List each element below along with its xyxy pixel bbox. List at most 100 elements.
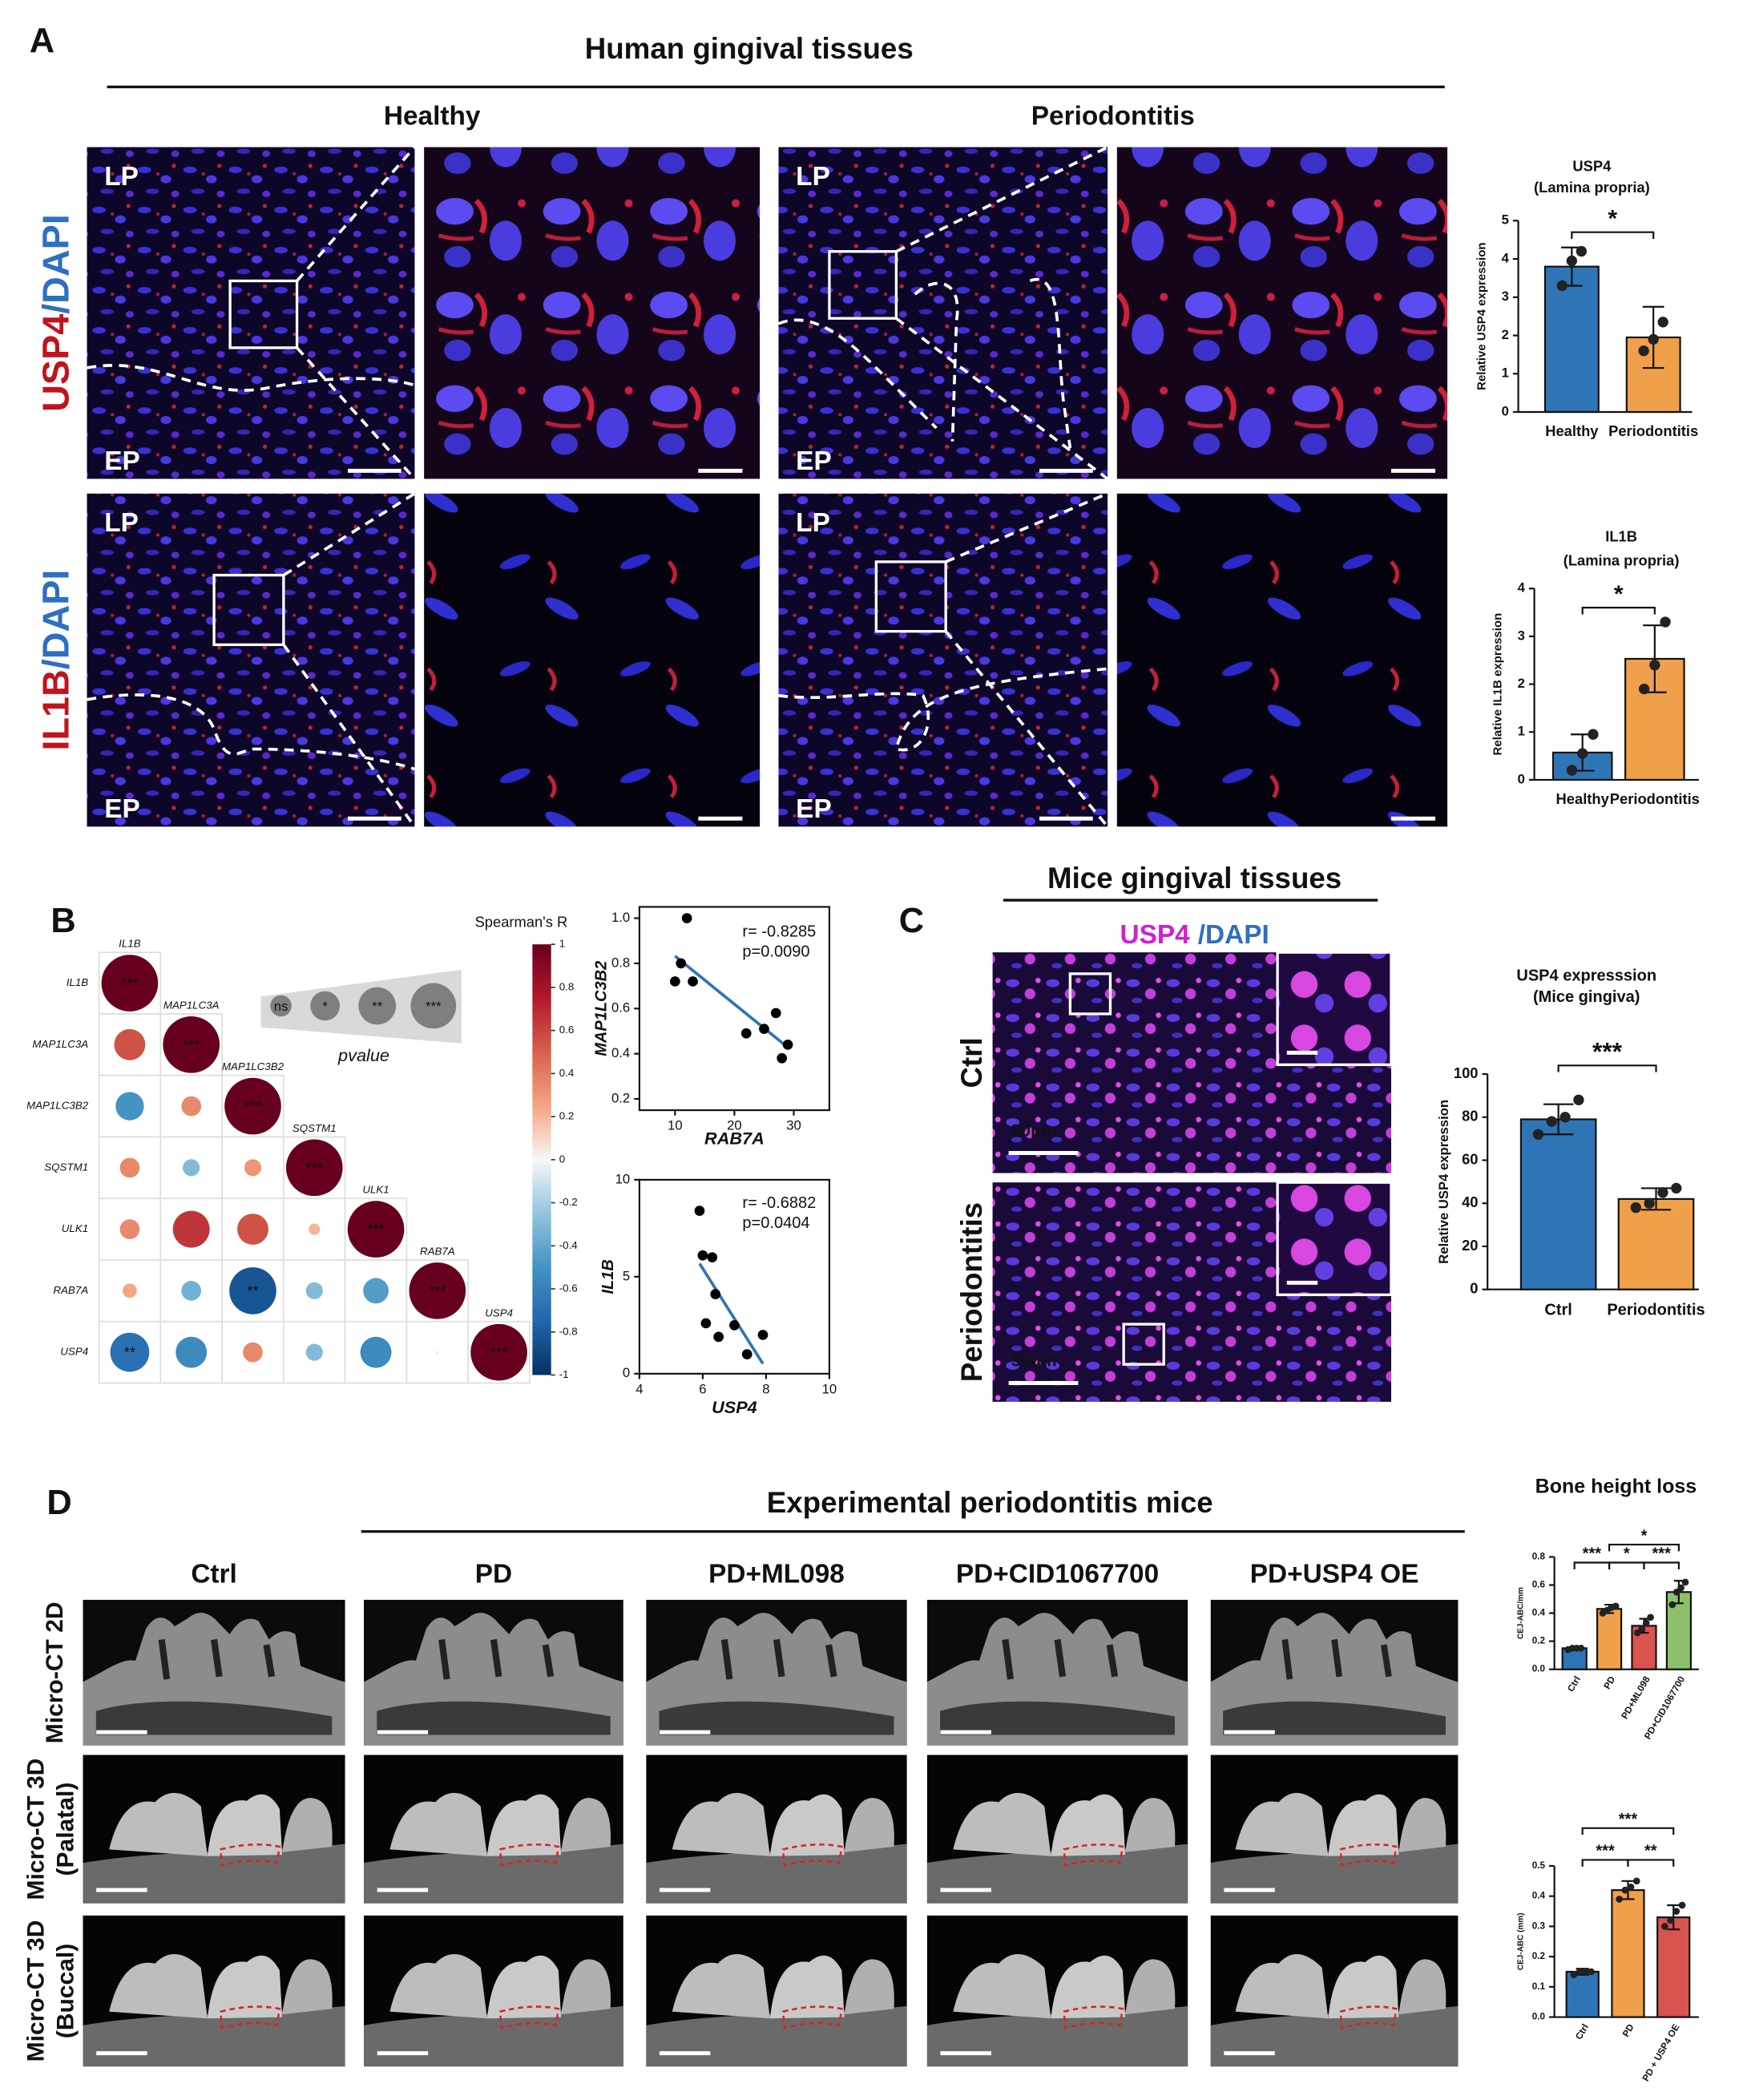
colorbar-tick-label: -0.2: [559, 1196, 578, 1208]
data-point: [729, 1320, 740, 1331]
chart-title: IL1B: [1605, 528, 1637, 545]
micrograph: [424, 147, 761, 479]
y-tick-label: 0: [1470, 1280, 1478, 1297]
data-point: [697, 1250, 708, 1261]
x-tick-label: PD: [1602, 1674, 1617, 1691]
correlation-circle: [115, 1092, 144, 1121]
data-point: [1627, 1884, 1635, 1891]
row-label: IL1B/DAPI: [35, 570, 77, 751]
significance-bracket: [1557, 1064, 1657, 1072]
x-tick-label: 4: [635, 1381, 643, 1396]
x-tick-label: 30: [786, 1118, 801, 1133]
correlation-circle: [360, 1336, 392, 1368]
x-tick-label: PD + USP4 OE: [1640, 2022, 1681, 2083]
micrograph: [424, 493, 761, 827]
data-point: [1576, 1968, 1584, 1976]
pvalue-key: [358, 987, 397, 1025]
cell-stars: ***: [367, 1221, 384, 1238]
correlation-circle: [305, 1282, 323, 1299]
zoom-box: [1122, 1323, 1165, 1366]
data-point: [700, 1318, 712, 1329]
column-title: PD+ML098: [708, 1560, 845, 1589]
data-point: [1671, 1182, 1682, 1194]
cell-stars: **: [247, 1282, 258, 1299]
panel-label: A: [30, 22, 54, 60]
y-tick-label: 0.8: [611, 955, 630, 970]
region-label: EP: [104, 446, 140, 476]
colorbar-tick-label: 0.6: [559, 1024, 575, 1036]
data-point: [688, 976, 698, 987]
colorbar-tick-label: -0.6: [559, 1282, 578, 1294]
data-point: [1616, 1896, 1623, 1903]
data-point: [1638, 683, 1650, 695]
row-label: USP4/DAPI: [35, 214, 77, 412]
pvalue-key-label: *: [322, 999, 328, 1014]
data-point: [1573, 1094, 1584, 1105]
micro-ct-image: [83, 1600, 345, 1746]
correlation-circle: [409, 1262, 466, 1319]
dashed-line: [296, 346, 416, 480]
y-axis-label: Relative IL1B expression: [1491, 613, 1505, 756]
panel-title: Mice gingival tissues: [1047, 862, 1342, 895]
stain-label: USP4: [35, 314, 77, 412]
bar: [1565, 1970, 1600, 2018]
stain-label: IL1B: [35, 669, 77, 750]
data-point: [1667, 1916, 1674, 1924]
counterstain-label: /DAPI: [35, 570, 77, 670]
significance-label: *: [1608, 206, 1617, 232]
significance-bracket: [1581, 607, 1656, 615]
data-point: [1657, 317, 1668, 328]
error-bar: [1640, 1187, 1672, 1211]
correlation-circle: [101, 955, 159, 1012]
data-point: [1638, 1625, 1646, 1633]
error-bar: [1543, 1103, 1574, 1136]
significance-label: *: [1641, 1527, 1648, 1545]
column-label: ULK1: [362, 1184, 389, 1196]
data-point: [681, 913, 692, 923]
correlation-circle: [123, 1283, 137, 1298]
data-point: [757, 1330, 769, 1340]
significance-label: *: [1624, 1545, 1630, 1563]
data-point: [1612, 1602, 1620, 1610]
data-point: [782, 1040, 793, 1050]
bar: [1543, 265, 1600, 414]
row-label: Micro-CT 3D: [23, 1759, 50, 1900]
micrograph: [87, 493, 415, 827]
column-label: IL1B: [119, 938, 141, 950]
y-axis-label: CEJ-ABC/mm: [1517, 1587, 1526, 1639]
data-point: [1638, 345, 1649, 357]
colorbar: [532, 944, 551, 1375]
data-point: [676, 958, 687, 969]
data-point: [694, 1205, 705, 1216]
data-point: [1566, 765, 1578, 776]
column-title: PD+CID1067700: [956, 1560, 1159, 1589]
panel-label: B: [50, 902, 75, 940]
chart-title: USP4 expresssion: [1516, 967, 1656, 984]
row-label: Ctrl: [955, 1037, 988, 1088]
bar: [1617, 1197, 1695, 1290]
y-tick-label: 0: [1502, 403, 1509, 418]
inset: [1276, 1181, 1393, 1297]
panel-title: Human gingival tissues: [585, 32, 914, 65]
cell-stars: ***: [490, 1344, 507, 1361]
bar: [1656, 1916, 1691, 2018]
y-tick-label: 0.0: [1532, 1664, 1546, 1674]
data-point: [1649, 660, 1660, 671]
region-label: EP: [104, 794, 140, 824]
micro-ct-image: [364, 1755, 623, 1904]
y-tick-label: 0.2: [611, 1090, 630, 1105]
micro-ct-image: [646, 1755, 907, 1904]
significance-label: ***: [1583, 1545, 1602, 1563]
pvalue-key: [310, 991, 340, 1021]
row-label: Micro-CT 3D: [23, 1920, 50, 2062]
x-tick-label: Ctrl: [1566, 1674, 1583, 1694]
row-label: USP4: [60, 1346, 88, 1358]
micro-ct-image: [927, 1600, 1188, 1746]
correlation-circle: [470, 1323, 527, 1381]
row-label: (Buccal): [52, 1944, 79, 2038]
correlation-circle: [229, 1267, 276, 1315]
region-label: LP: [104, 162, 139, 192]
correlation-circle: [114, 1028, 146, 1060]
significance-label: ***: [1619, 1811, 1638, 1828]
zoom-box: [228, 279, 299, 349]
